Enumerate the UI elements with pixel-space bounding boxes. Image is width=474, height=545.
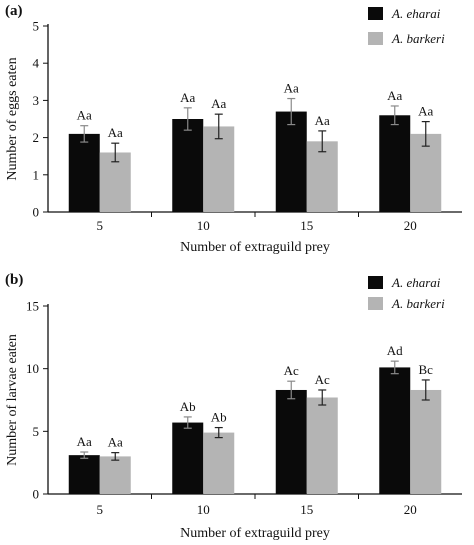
bar-eharai bbox=[172, 119, 204, 212]
bar-eharai bbox=[275, 111, 307, 212]
bar-barkeri bbox=[203, 432, 235, 494]
x-tick-label: 10 bbox=[197, 218, 210, 233]
x-tick-label: 20 bbox=[404, 502, 417, 517]
significance-label: Aa bbox=[418, 104, 433, 119]
bar-eharai bbox=[68, 133, 100, 212]
bar-barkeri bbox=[410, 389, 442, 494]
significance-label: Aa bbox=[211, 96, 226, 111]
bar-barkeri bbox=[203, 126, 235, 212]
x-tick-label: 15 bbox=[300, 218, 313, 233]
significance-label: Ac bbox=[315, 372, 330, 387]
x-tick-label: 10 bbox=[197, 502, 210, 517]
bar-barkeri bbox=[99, 152, 131, 212]
y-tick-label: 15 bbox=[26, 299, 39, 314]
y-tick-label: 5 bbox=[33, 19, 40, 34]
bar-barkeri bbox=[306, 397, 338, 494]
significance-label: Aa bbox=[180, 90, 195, 105]
significance-label: Ac bbox=[284, 363, 299, 378]
bar-barkeri bbox=[410, 133, 442, 212]
bar-eharai bbox=[68, 455, 100, 494]
significance-label: Ab bbox=[180, 399, 196, 414]
legend-swatch bbox=[368, 32, 383, 45]
significance-label: Aa bbox=[77, 108, 92, 123]
significance-label: Aa bbox=[284, 81, 299, 96]
significance-label: Bc bbox=[419, 362, 434, 377]
panel-label: (b) bbox=[5, 272, 23, 288]
significance-label: Ab bbox=[211, 410, 227, 425]
bar-eharai bbox=[379, 115, 411, 212]
x-tick-label: 5 bbox=[97, 502, 104, 517]
x-tick-label: 5 bbox=[97, 218, 104, 233]
legend-label: A. eharai bbox=[391, 275, 441, 290]
significance-label: Aa bbox=[387, 88, 402, 103]
y-tick-label: 1 bbox=[33, 167, 40, 182]
bar-eharai bbox=[275, 389, 307, 494]
y-tick-label: 2 bbox=[33, 130, 40, 145]
legend-swatch bbox=[368, 297, 383, 310]
y-tick-label: 4 bbox=[33, 56, 40, 71]
y-axis-title: Number of larvae eaten bbox=[5, 334, 20, 466]
panel-label: (a) bbox=[5, 3, 23, 19]
panel-b: (b) 0 5 10 15 5 Aa Aa 10 Ab Ab 15 Ac Ac 20 Ad Bc Number o… bbox=[5, 272, 462, 541]
panel-a: (a) 0 1 2 3 4 5 5 Aa Aa 10 Aa Aa 15 Aa Aa 20 Aa Aa Number o… bbox=[5, 3, 462, 255]
y-tick-label: 0 bbox=[33, 205, 40, 220]
significance-label: Ad bbox=[387, 343, 403, 358]
y-tick-label: 10 bbox=[26, 361, 39, 376]
significance-label: Aa bbox=[77, 434, 92, 449]
legend-label: A. eharai bbox=[391, 6, 441, 21]
x-tick-label: 20 bbox=[404, 218, 417, 233]
y-tick-label: 5 bbox=[33, 424, 40, 439]
y-tick-label: 3 bbox=[33, 93, 40, 108]
x-tick-label: 15 bbox=[300, 502, 313, 517]
x-axis-title: Number of extraguild prey bbox=[180, 526, 330, 541]
legend-label: A. barkeri bbox=[391, 31, 445, 46]
bar-barkeri bbox=[306, 141, 338, 212]
significance-label: Aa bbox=[108, 125, 123, 140]
bar-barkeri bbox=[99, 456, 131, 494]
significance-label: Aa bbox=[315, 113, 330, 128]
bar-eharai bbox=[379, 367, 411, 494]
x-axis-title: Number of extraguild prey bbox=[180, 240, 330, 255]
significance-label: Aa bbox=[108, 435, 123, 450]
legend-swatch bbox=[368, 276, 383, 289]
legend-label: A. barkeri bbox=[391, 296, 445, 311]
bar-eharai bbox=[172, 422, 204, 494]
y-axis-title: Number of eggs eaten bbox=[5, 57, 20, 180]
legend-swatch bbox=[368, 7, 383, 20]
y-tick-label: 0 bbox=[33, 487, 40, 502]
